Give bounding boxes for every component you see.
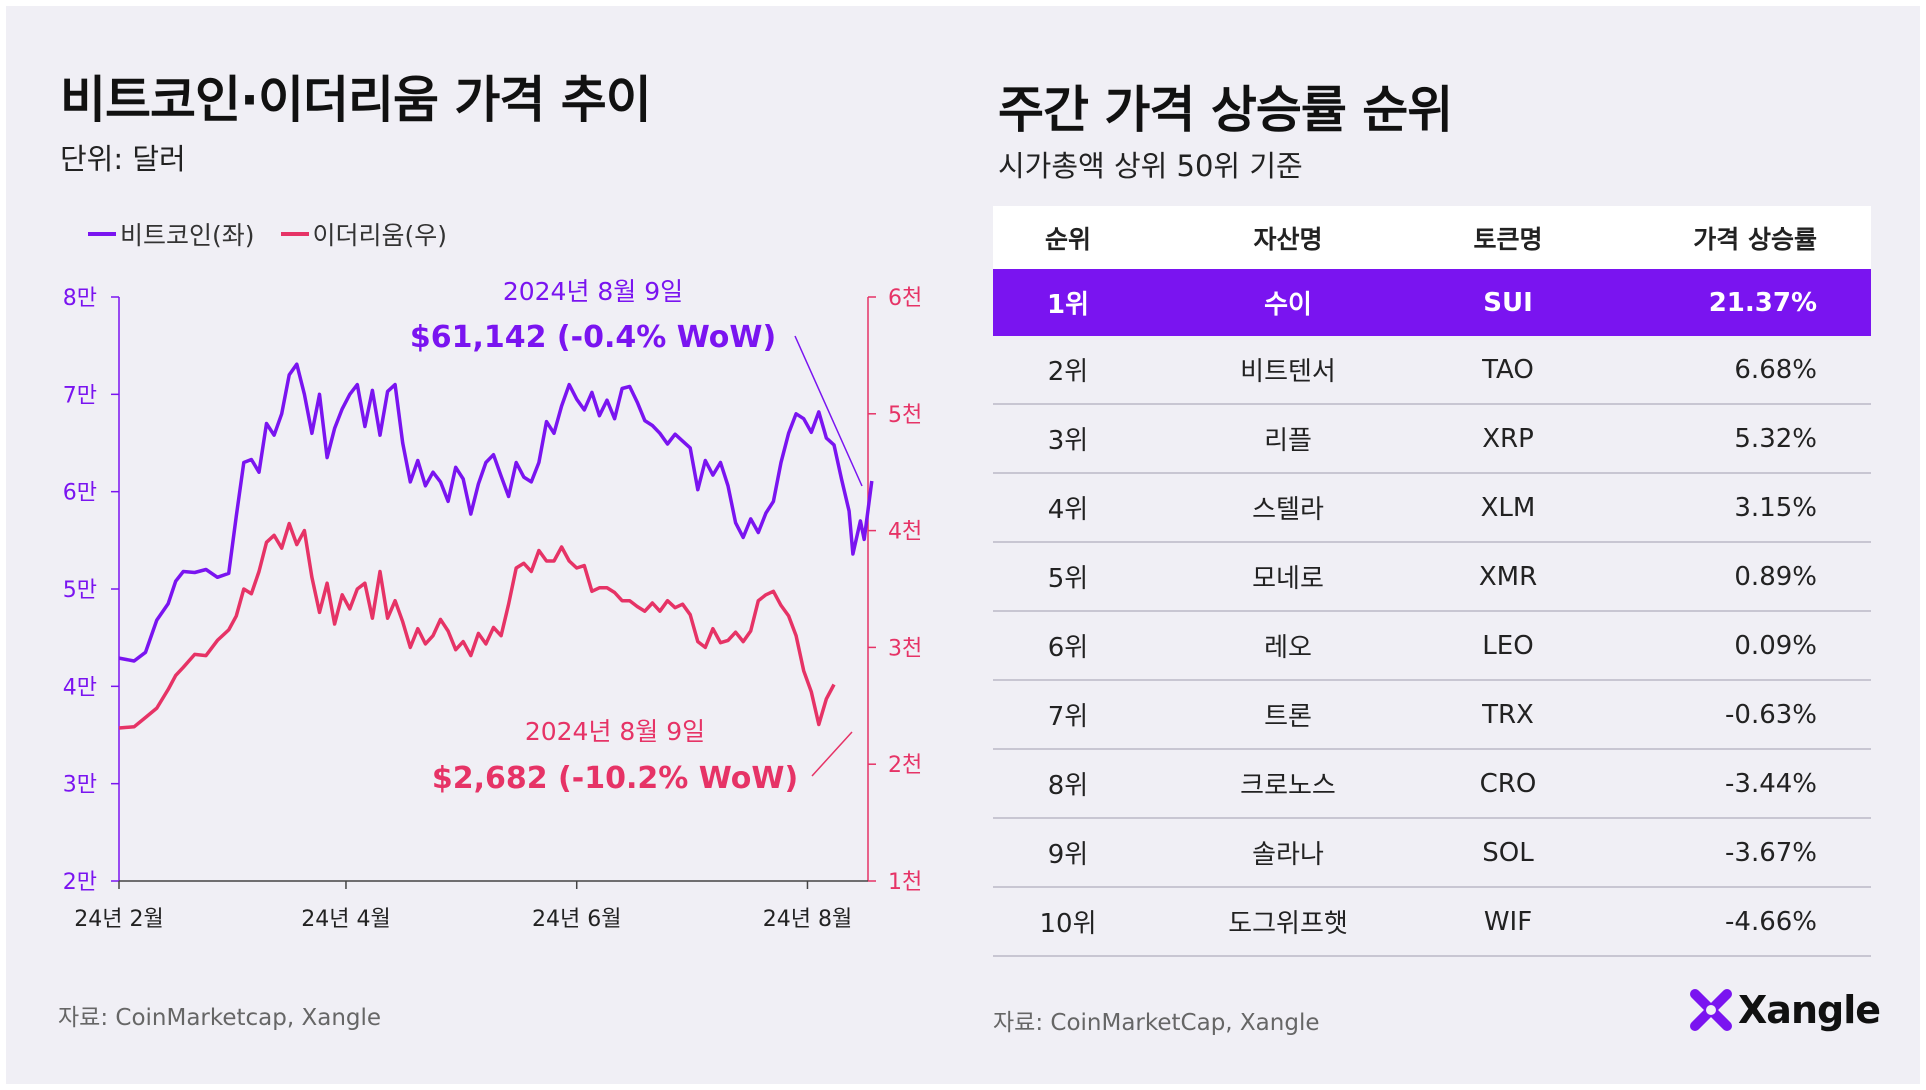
eth-annotation-leader <box>811 731 853 777</box>
cell-token: TRX <box>1482 699 1534 730</box>
cell-change: 5.32% <box>1734 423 1817 454</box>
legend-eth-swatch <box>280 232 309 236</box>
cell-token: TAO <box>1482 354 1534 385</box>
header-rank: 순위 <box>1044 224 1091 254</box>
table-row: 10위 도그위프햇 WIF -4.66% <box>993 888 1871 957</box>
cell-token: CRO <box>1479 768 1537 799</box>
cell-token: XRP <box>1482 423 1534 454</box>
cell-rank: 4위 <box>1047 495 1089 525</box>
table-row: 3위 리플 XRP 5.32% <box>993 405 1871 474</box>
eth-series-line <box>118 521 836 730</box>
btc-series-line <box>118 362 874 663</box>
btc-annotation-leader <box>794 335 863 487</box>
cell-name: 비트텐서 <box>1240 357 1336 387</box>
xangle-x-icon <box>1690 989 1732 1031</box>
x-tick-label: 24년 6월 <box>532 907 621 932</box>
legend-eth-label: 이더리움(우) <box>312 221 448 250</box>
cell-rank: 7위 <box>1047 702 1089 732</box>
table-row: 1위 수이 SUI 21.37% <box>993 269 1871 336</box>
cell-change: 0.09% <box>1734 630 1817 661</box>
y-left-tick-label: 4만 <box>63 675 97 700</box>
ranking-table: 순위 자산명 토큰명 가격 상승률 1위 수이 SUI 21.37% 2위 비트… <box>993 206 1871 957</box>
y-left-tick-label: 6만 <box>63 481 97 506</box>
table-row: 9위 솔라나 SOL -3.67% <box>993 819 1871 888</box>
legend-eth: 이더리움(우) <box>280 216 448 252</box>
cell-name: 리플 <box>1264 426 1312 456</box>
left-subtitle: 단위: 달러 <box>60 142 186 176</box>
header-change: 가격 상승률 <box>1693 224 1817 254</box>
cell-rank: 10위 <box>1039 909 1097 939</box>
table-row: 5위 모네로 XMR 0.89% <box>993 543 1871 612</box>
eth-annotation-value: $2,682 (-10.2% WoW) <box>432 761 798 796</box>
header-asset: 자산명 <box>1253 224 1323 254</box>
y-left-tick-label: 8만 <box>63 286 97 311</box>
infographic-background <box>6 6 1920 1084</box>
cell-token: LEO <box>1482 630 1534 661</box>
y-right-tick-label: 3천 <box>888 636 922 661</box>
cell-change: -0.63% <box>1725 699 1817 730</box>
table-row: 8위 크로노스 CRO -3.44% <box>993 750 1871 819</box>
cell-token: XLM <box>1480 492 1536 523</box>
table-header: 순위 자산명 토큰명 가격 상승률 <box>993 206 1871 269</box>
cell-name: 수이 <box>1264 290 1312 320</box>
x-tick-label: 24년 8월 <box>763 907 852 932</box>
cell-rank: 8위 <box>1047 771 1089 801</box>
cell-rank: 9위 <box>1047 840 1089 870</box>
cell-change: -3.44% <box>1725 768 1817 799</box>
y-right-tick-label: 4천 <box>888 520 922 545</box>
header-token: 토큰명 <box>1473 224 1543 254</box>
y-left-tick-label: 5만 <box>63 578 97 603</box>
cell-name: 스텔라 <box>1252 495 1324 525</box>
chart-legend: 비트코인(좌) 이더리움(우) <box>88 216 447 252</box>
y-right-tick-label: 6천 <box>888 286 922 311</box>
eth-annotation-date: 2024년 8월 9일 <box>525 717 705 746</box>
left-title: 비트코인·이더리움 가격 추이 <box>60 71 652 129</box>
cell-change: 0.89% <box>1734 561 1817 592</box>
x-tick-label: 24년 4월 <box>301 907 390 932</box>
cell-rank: 1위 <box>1046 290 1089 320</box>
y-left-tick-label: 7만 <box>63 383 97 408</box>
left-source: 자료: CoinMarketcap, Xangle <box>58 1005 382 1031</box>
cell-name: 도그위프햇 <box>1228 909 1348 939</box>
cell-name: 크로노스 <box>1240 771 1336 801</box>
legend-btc-swatch <box>88 232 116 236</box>
cell-change: -4.66% <box>1725 906 1817 937</box>
xangle-logo: Xangle <box>1690 988 1881 1032</box>
cell-name: 트론 <box>1264 702 1312 732</box>
y-right-tick-label: 2천 <box>888 753 922 778</box>
cell-rank: 6위 <box>1047 633 1089 663</box>
x-tick-label: 24년 2월 <box>74 907 163 932</box>
cell-token: WIF <box>1483 906 1533 937</box>
cell-token: SOL <box>1482 837 1534 868</box>
cell-name: 레오 <box>1264 633 1312 663</box>
table-row: 2위 비트텐서 TAO 6.68% <box>993 336 1871 405</box>
cell-change: 3.15% <box>1734 492 1817 523</box>
cell-rank: 3위 <box>1047 426 1089 456</box>
y-left-tick-label: 2만 <box>63 870 97 895</box>
cell-token: SUI <box>1483 287 1533 318</box>
y-left-tick-label: 3만 <box>63 773 97 798</box>
cell-change: -3.67% <box>1725 837 1817 868</box>
table-row: 4위 스텔라 XLM 3.15% <box>993 474 1871 543</box>
cell-change: 21.37% <box>1708 287 1817 318</box>
legend-btc-label: 비트코인(좌) <box>120 221 255 250</box>
cell-name: 솔라나 <box>1252 840 1324 870</box>
xangle-logo-text: Xangle <box>1738 988 1881 1032</box>
cell-change: 6.68% <box>1734 354 1817 385</box>
y-right-tick-label: 5천 <box>888 403 922 428</box>
table-row: 6위 레오 LEO 0.09% <box>993 612 1871 681</box>
right-subtitle: 시가총액 상위 50위 기준 <box>998 149 1303 183</box>
right-title: 주간 가격 상승률 순위 <box>998 81 1453 139</box>
legend-btc: 비트코인(좌) <box>88 216 255 252</box>
right-source: 자료: CoinMarketCap, Xangle <box>993 1010 1320 1036</box>
cell-rank: 2위 <box>1047 357 1089 387</box>
y-right-tick-label: 1천 <box>888 870 922 895</box>
btc-annotation-date: 2024년 8월 9일 <box>503 277 683 306</box>
cell-name: 모네로 <box>1252 564 1324 594</box>
cell-token: XMR <box>1478 561 1538 592</box>
table-row: 7위 트론 TRX -0.63% <box>993 681 1871 750</box>
cell-rank: 5위 <box>1047 564 1089 594</box>
btc-annotation-value: $61,142 (-0.4% WoW) <box>410 320 776 355</box>
